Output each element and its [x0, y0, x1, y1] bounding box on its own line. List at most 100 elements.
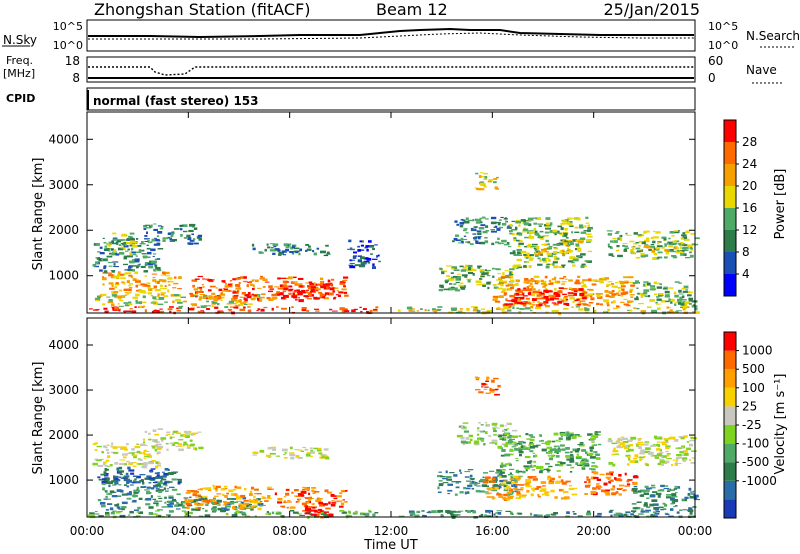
power-echo-cell: [455, 281, 460, 284]
velocity-echo-cell: [142, 451, 146, 455]
velocity-echo-cell: [460, 510, 464, 512]
velocity-echo-cell: [629, 443, 634, 447]
velocity-echo-cell: [122, 453, 128, 456]
velocity-echo-cell: [252, 454, 257, 456]
power-echo-cell: [211, 301, 215, 303]
power-echo-cell: [611, 283, 615, 285]
velocity-echo-cell: [483, 472, 488, 474]
power-echo-cell: [655, 296, 660, 298]
power-echo-region: [630, 244, 693, 256]
velocity-echo-cell: [208, 500, 211, 503]
velocity-echo-cell: [495, 472, 499, 474]
velocity-echo-cell: [524, 456, 531, 459]
velocity-echo-cell: [618, 479, 623, 482]
power-echo-cell: [273, 244, 276, 248]
colorbar-swatch: [724, 252, 736, 274]
power-echo-cell: [235, 277, 241, 280]
velocity-echo-cell: [156, 483, 161, 486]
velocity-echo-cell: [108, 481, 114, 483]
power-echo-cell: [269, 249, 276, 252]
power-echo-cell: [157, 293, 160, 297]
power-echo-cell: [627, 300, 634, 303]
power-echo-cell: [526, 281, 530, 284]
velocity-echo-cell: [517, 489, 523, 491]
velocity-echo-cell: [675, 459, 679, 462]
power-echo-cell: [630, 249, 633, 252]
velocity-echo-cell: [569, 471, 573, 473]
power-echo-cell: [608, 246, 612, 248]
velocity-echo-cell: [493, 484, 498, 487]
power-echo-cell: [349, 265, 356, 269]
velocity-echo-cell: [146, 497, 152, 501]
velocity-echo-cell: [176, 502, 179, 504]
velocity-echo-cell: [226, 492, 229, 495]
power-echo-cell: [332, 310, 338, 312]
power-echo-cell: [306, 310, 310, 312]
velocity-echo-cell: [189, 496, 192, 499]
power-echo-cell: [527, 288, 532, 292]
power-echo-cell: [142, 295, 146, 299]
velocity-echo-cell: [220, 509, 225, 513]
velocity-echo-cell: [304, 512, 311, 515]
velocity-echo-cell: [520, 494, 526, 498]
power-echo-cell: [473, 239, 477, 241]
power-echo-cell: [492, 267, 495, 270]
power-echo-cell: [530, 306, 534, 309]
power-echo-cell: [215, 287, 218, 289]
velocity-echo-cell: [143, 441, 145, 444]
velocity-echo-cell: [491, 379, 495, 383]
power-echo-cell: [305, 297, 309, 299]
velocity-echo-cell: [664, 462, 668, 464]
power-echo-cell: [134, 259, 140, 263]
velocity-echo-cell: [693, 494, 699, 498]
power-echo-cell: [678, 301, 682, 305]
power-echo-cell: [323, 254, 329, 257]
power-echo-cell: [208, 279, 214, 282]
velocity-echo-cell: [297, 499, 300, 503]
power-echo-cell: [506, 225, 511, 227]
power-echo-cell: [616, 231, 620, 233]
power-echo-cell: [678, 289, 682, 293]
power-echo-cell: [102, 237, 105, 239]
power-echo-cell: [234, 304, 240, 307]
power-echo-cell: [448, 287, 452, 290]
power-echo-cell: [227, 303, 234, 305]
power-echo-cell: [135, 301, 142, 304]
velocity-echo-cell: [311, 489, 315, 492]
power-echo-cell: [629, 294, 635, 296]
power-echo-cell: [258, 251, 263, 254]
velocity-echo-cell: [509, 487, 512, 491]
power-echo-cell: [529, 234, 532, 237]
velocity-echo-cell: [503, 493, 508, 497]
velocity-echo-cell: [498, 445, 502, 449]
power-echo-cell: [640, 310, 646, 313]
power-echo-cell: [564, 219, 569, 222]
power-echo-cell: [515, 298, 522, 301]
power-echo-cell: [484, 240, 489, 244]
velocity-echo-cell: [247, 504, 252, 506]
velocity-echo-cell: [492, 497, 497, 499]
velocity-echo-cell: [191, 490, 198, 493]
velocity-echo-cell: [128, 452, 134, 454]
velocity-echo-cell: [608, 510, 613, 513]
power-echo-cell: [498, 219, 502, 221]
velocity-echo-cell: [171, 478, 177, 481]
velocity-echo-cell: [623, 513, 627, 517]
velocity-echo-cell: [522, 448, 528, 450]
power-echo-cell: [434, 310, 437, 314]
velocity-echo-cell: [507, 496, 514, 499]
power-echo-cell: [109, 287, 115, 290]
velocity-echo-cell: [249, 490, 253, 494]
power-echo-cell: [502, 288, 507, 292]
power-echo-cell: [523, 265, 527, 268]
power-echo-cell: [664, 244, 667, 247]
velocity-echo-cell: [502, 443, 508, 446]
power-echo-cell: [544, 288, 548, 291]
power-echo-cell: [532, 290, 539, 294]
power-echo-cell: [146, 282, 151, 285]
power-echo-cell: [159, 227, 164, 230]
velocity-echo-cell: [527, 465, 532, 468]
velocity-echo-cell: [186, 444, 191, 447]
velocity-echo-cell: [205, 503, 209, 506]
power-echo-cell: [222, 290, 229, 292]
